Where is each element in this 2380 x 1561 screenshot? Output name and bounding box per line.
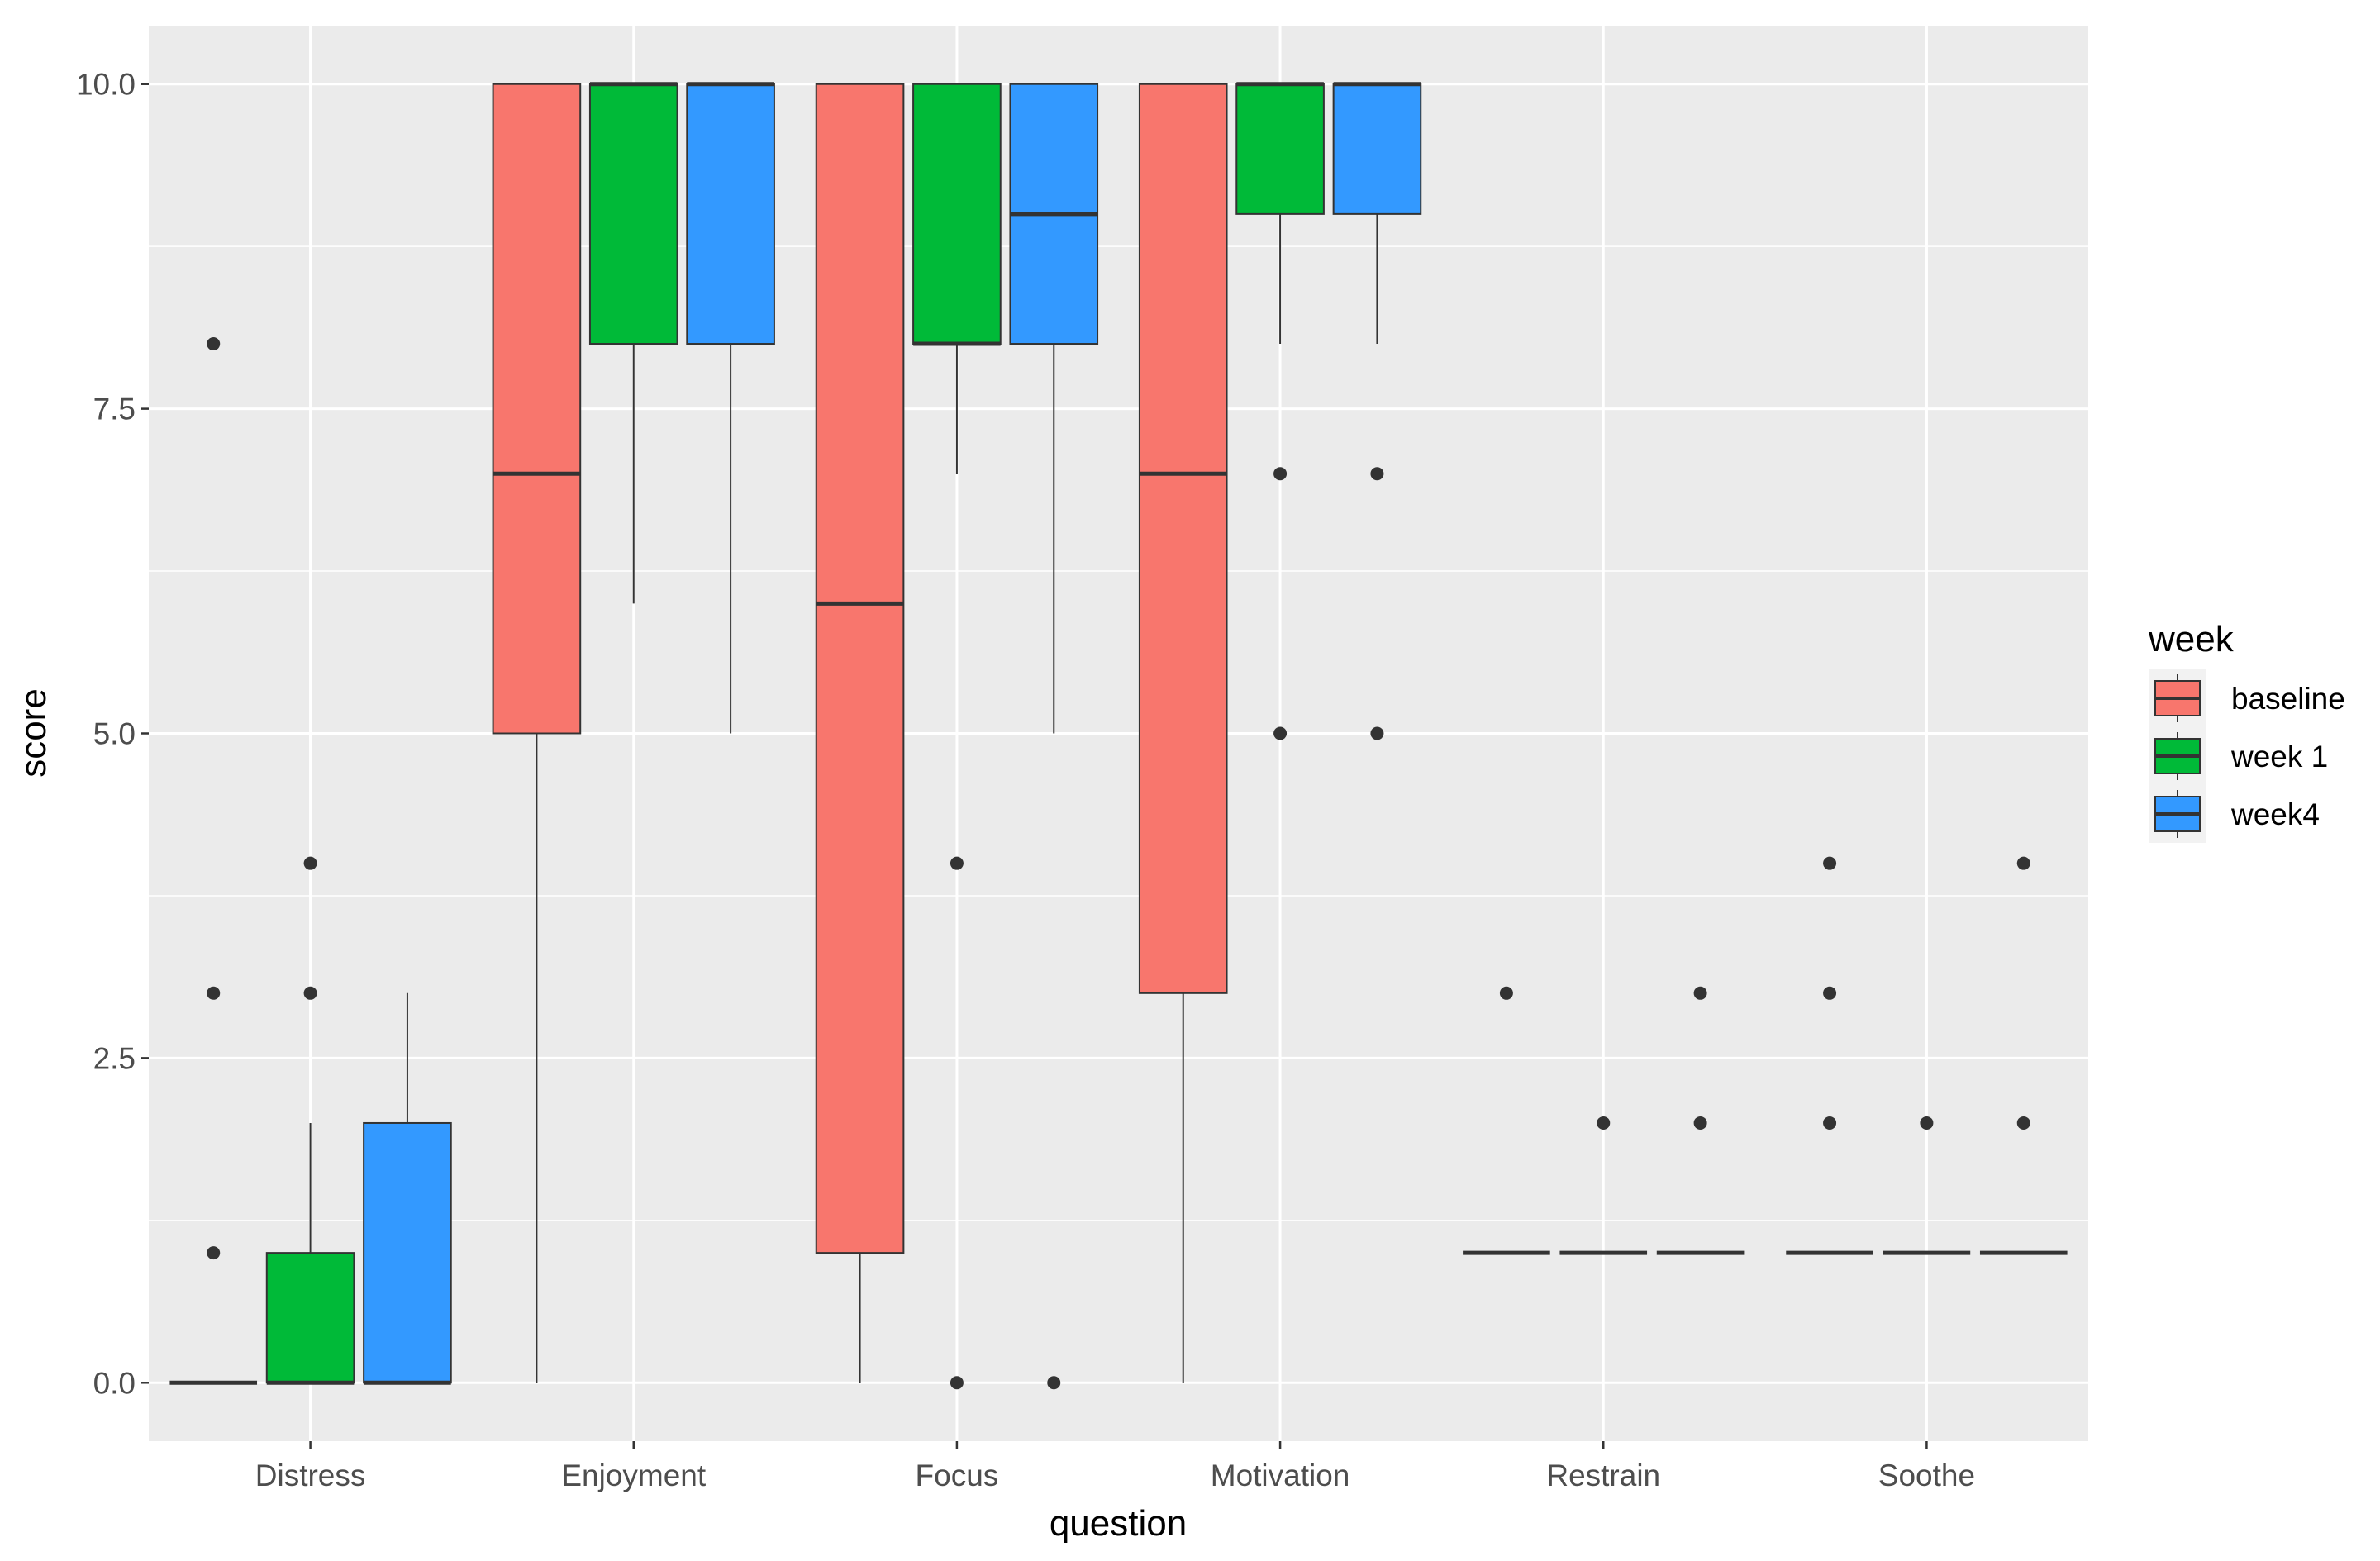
box-body [1332, 83, 1422, 215]
outlier-point [1920, 1116, 1934, 1130]
box-week-1-enjoyment [588, 82, 678, 604]
outlier-point [1693, 1116, 1707, 1130]
x-axis-title: question [1050, 1503, 1187, 1544]
x-tick-label: Restrain [1546, 1459, 1660, 1492]
outlier-point [303, 986, 317, 1000]
outlier-point [1370, 726, 1384, 740]
box-body [1138, 83, 1228, 994]
outlier-point [1597, 1116, 1611, 1130]
box-baseline-restrain [1463, 986, 1550, 1255]
box-baseline-focus [815, 83, 905, 1383]
box-week-1-distress [265, 856, 355, 1385]
outlier-point [950, 856, 964, 870]
box-body [912, 83, 1002, 345]
outlier-point [1047, 1376, 1061, 1390]
outlier-point [1823, 856, 1837, 870]
box-week-1-motivation [1235, 82, 1325, 740]
box-body [265, 1252, 355, 1384]
legend-label: week 1 [2230, 740, 2328, 773]
box-week4-motivation [1332, 82, 1422, 740]
outlier-point [950, 1376, 964, 1390]
outlier-point [303, 856, 317, 870]
y-axis: 0.0 2.5 5.0 7.5 10.0 [76, 68, 149, 1400]
box-body [363, 1121, 452, 1384]
legend-label: week4 [2230, 797, 2320, 831]
box-body [1235, 83, 1325, 215]
minor-gridlines [149, 245, 2088, 1221]
box-baseline-distress [169, 337, 258, 1385]
box-week-1-restrain [1559, 1116, 1648, 1255]
legend-title: week [2148, 619, 2235, 659]
legend-item-baseline: baseline [2154, 674, 2345, 722]
x-tick-label: Motivation [1211, 1459, 1350, 1492]
box-baseline-soothe [1786, 856, 1873, 1255]
outlier-point [1693, 986, 1707, 1000]
y-tick-label: 2.5 [93, 1041, 136, 1075]
outlier-point [1273, 467, 1288, 481]
box-week4-focus [1009, 83, 1099, 1390]
x-tick-label: Distress [255, 1459, 366, 1492]
y-tick-label: 5.0 [93, 717, 136, 751]
outlier-point [1823, 986, 1837, 1000]
box-body [588, 83, 678, 345]
y-tick-label: 0.0 [93, 1366, 136, 1400]
legend: week baseline week 1 week4 [2148, 619, 2345, 843]
x-tick-label: Focus [916, 1459, 999, 1492]
x-axis: Distress Enjoyment Focus Motivation Restrain… [255, 1441, 1975, 1492]
box-body [686, 83, 775, 345]
box-baseline-motivation [1138, 83, 1228, 1383]
outlier-point [1499, 986, 1513, 1000]
box-week4-distress [363, 992, 452, 1385]
outlier-point [1370, 467, 1384, 481]
box-week4-soothe [1979, 856, 2068, 1255]
x-tick-label: Enjoyment [561, 1459, 707, 1492]
y-tick-label: 10.0 [76, 68, 136, 102]
box-layer [169, 82, 2068, 1390]
y-axis-title: score [13, 688, 54, 778]
x-tick-label: Soothe [1878, 1459, 1975, 1492]
box-body [492, 83, 582, 735]
outlier-point [207, 1246, 221, 1260]
box-week-1-soothe [1883, 1116, 1971, 1255]
box-week-1-focus [912, 83, 1002, 1390]
box-body [815, 83, 905, 1254]
legend-label: baseline [2231, 682, 2345, 716]
box-week4-enjoyment [686, 82, 775, 734]
legend-item-week-1: week 1 [2154, 732, 2328, 780]
outlier-point [1823, 1116, 1837, 1130]
outlier-point [207, 337, 221, 351]
outlier-point [2016, 856, 2030, 870]
box-baseline-enjoyment [492, 83, 582, 1383]
legend-item-week4: week4 [2154, 790, 2320, 838]
outlier-point [207, 986, 221, 1000]
y-tick-label: 7.5 [93, 393, 136, 426]
box-week4-restrain [1656, 986, 1745, 1255]
outlier-point [1273, 726, 1288, 740]
outlier-point [2016, 1116, 2030, 1130]
